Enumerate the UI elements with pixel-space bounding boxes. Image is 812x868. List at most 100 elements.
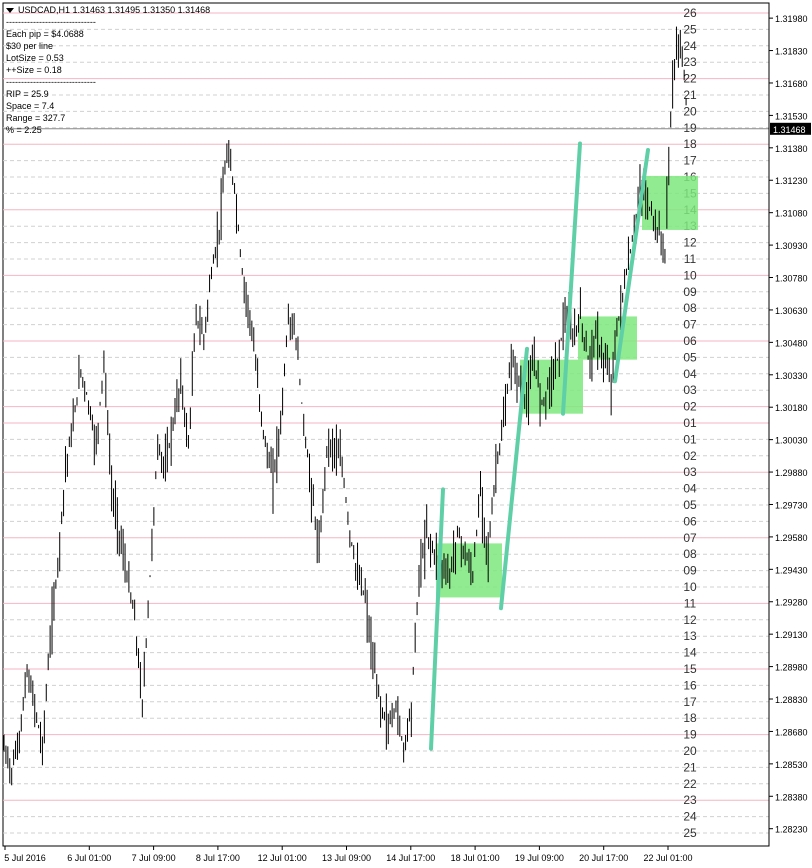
level-label: 24: [683, 39, 697, 53]
price-tick-label: 1.31380: [775, 144, 808, 154]
level-label: 08: [683, 547, 697, 561]
rip-value: RIP = 25.9: [6, 89, 49, 99]
level-label: 22: [683, 777, 697, 791]
level-label: 21: [683, 760, 697, 774]
level-label: 05: [683, 498, 697, 512]
level-label: 20: [683, 104, 697, 118]
level-label: 23: [683, 793, 697, 807]
time-tick-label: 22 Jul 01:00: [643, 853, 692, 863]
level-label: 04: [683, 367, 697, 381]
level-label: 03: [683, 383, 697, 397]
level-label: 15: [683, 662, 697, 676]
separator: ------------------------------: [6, 17, 96, 27]
per-line: $30 per line: [6, 41, 54, 51]
level-label: 07: [683, 531, 697, 545]
price-tick-label: 1.31830: [775, 47, 808, 57]
symbol-line: USDCAD,H1 1.31463 1.31495 1.31350 1.3146…: [18, 5, 211, 15]
time-tick-label: 20 Jul 17:00: [579, 853, 628, 863]
price-tick-label: 1.31530: [775, 111, 808, 121]
level-label: 11: [684, 252, 697, 266]
level-label: 22: [683, 72, 697, 86]
trend-line: [499, 346, 529, 611]
price-tick-label: 1.31680: [775, 79, 808, 89]
time-tick-label: 8 Jul 17:00: [196, 853, 240, 863]
level-label: 18: [683, 711, 697, 725]
level-label: 02: [683, 449, 697, 463]
price-tick-label: 1.30630: [775, 306, 808, 316]
range-box: [642, 175, 698, 230]
time-tick-label: 18 Jul 01:00: [451, 853, 500, 863]
level-label: 26: [683, 6, 697, 20]
space-value: Space = 7.4: [6, 101, 55, 111]
price-tick-label: 1.30930: [775, 241, 808, 251]
trend-line: [429, 487, 445, 751]
level-label: 01: [683, 432, 697, 446]
level-label: 10: [683, 580, 697, 594]
level-label: 05: [683, 350, 697, 364]
level-label: 08: [683, 301, 697, 315]
level-label: 06: [683, 334, 697, 348]
level-label: 12: [683, 236, 697, 250]
price-tick-label: 1.30480: [775, 338, 808, 348]
level-label: 10: [683, 268, 697, 282]
level-label: 02: [683, 400, 697, 414]
price-tick-label: 1.29430: [775, 565, 808, 575]
info-panel: USDCAD,H1 1.31463 1.31495 1.31350 1.3146…: [6, 4, 210, 136]
time-tick-label: 12 Jul 01:00: [258, 853, 307, 863]
level-label: 03: [683, 465, 697, 479]
level-label: 12: [683, 613, 697, 627]
triangle-down-icon[interactable]: [6, 7, 14, 13]
level-label: 25: [683, 826, 697, 840]
level-label: 14: [683, 646, 697, 660]
range-value: Range = 327.7: [6, 113, 66, 123]
time-tick-label: 7 Jul 09:00: [132, 853, 176, 863]
price-tick-label: 1.30180: [775, 403, 808, 413]
level-label: 09: [683, 285, 697, 299]
time-tick-label: 5 Jul 2016: [4, 853, 46, 863]
plus-size: ++Size = 0.18: [6, 65, 62, 75]
current-price-label: 1.31468: [773, 125, 806, 135]
current-price-tag: [770, 122, 811, 135]
separator: ------------------------------: [6, 77, 96, 87]
level-label: 19: [683, 728, 697, 742]
level-label: 20: [683, 744, 697, 758]
price-tick-label: 1.30330: [775, 371, 808, 381]
level-label: 18: [683, 137, 697, 151]
price-tick-label: 1.28230: [775, 825, 808, 835]
time-tick-label: 14 Jul 17:00: [386, 853, 435, 863]
price-tick-label: 1.31080: [775, 209, 808, 219]
price-tick-label: 1.31980: [775, 14, 808, 24]
price-tick-label: 1.29880: [775, 468, 808, 478]
price-tick-label: 1.28530: [775, 760, 808, 770]
level-label: 24: [683, 810, 697, 824]
level-label: 04: [683, 482, 697, 496]
level-label: 01: [683, 416, 697, 430]
pip-value: Each pip = $4.0688: [6, 29, 84, 39]
price-tick-label: 1.29280: [775, 598, 808, 608]
price-tick-label: 1.28380: [775, 792, 808, 802]
level-label: 19: [683, 121, 697, 135]
trend-line: [613, 147, 650, 384]
level-label: 09: [683, 564, 697, 578]
trend-line: [561, 141, 582, 416]
level-label: 07: [683, 318, 697, 332]
price-tick-label: 1.28680: [775, 727, 808, 737]
price-tick-label: 1.29130: [775, 630, 808, 640]
price-tick-label: 1.29580: [775, 533, 808, 543]
price-tick-label: 1.28830: [775, 695, 808, 705]
level-label: 17: [683, 154, 697, 168]
level-label: 16: [683, 678, 697, 692]
level-label: 11: [684, 596, 697, 610]
symbol-header: USDCAD,H1 1.31463 1.31495 1.31350 1.3146…: [6, 4, 210, 16]
time-tick-label: 13 Jul 09:00: [322, 853, 371, 863]
time-tick-label: 19 Jul 09:00: [515, 853, 564, 863]
level-label: 23: [683, 55, 697, 69]
time-tick-label: 6 Jul 01:00: [67, 853, 111, 863]
level-label: 17: [683, 695, 697, 709]
price-tick-label: 1.30780: [775, 274, 808, 284]
level-label: 25: [683, 22, 697, 36]
level-label: 21: [683, 88, 697, 102]
lot-size: LotSize = 0.53: [6, 53, 64, 63]
